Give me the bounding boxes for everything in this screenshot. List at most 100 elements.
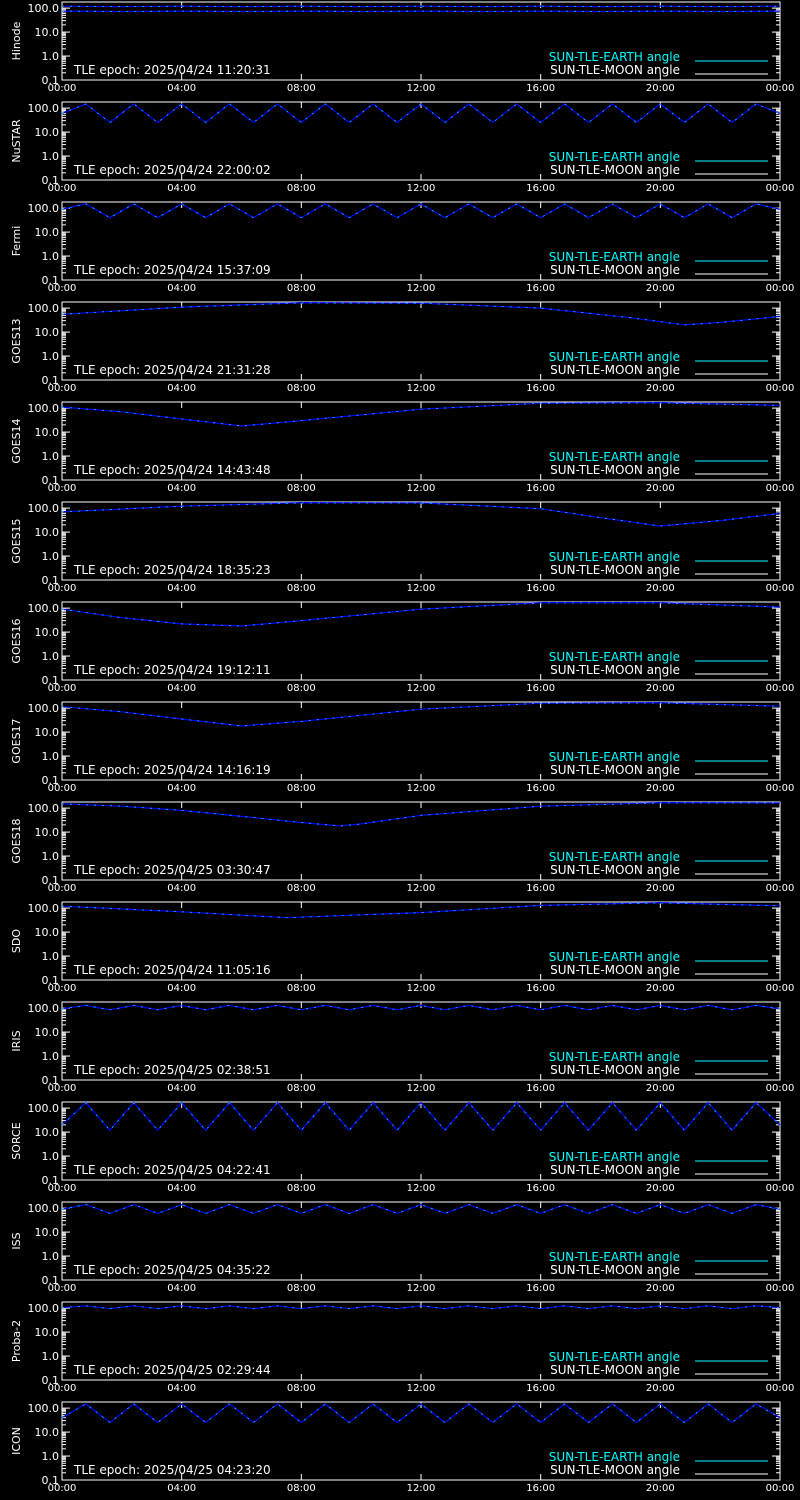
x-tick-label: 12:00 [407,883,436,894]
y-tick-label: 0.1 [42,74,60,87]
x-tick-label: 04:00 [167,1183,196,1194]
y-tick-label: 10.0 [35,1126,60,1139]
x-tick-label: 00:00 [766,1483,795,1494]
legend-earth-label: SUN-TLE-EARTH angle [549,150,680,164]
panel-goes18: 100.010.01.00.100:00 04:00 08:00 12:00 16:00… [10,801,794,894]
series-highlight [61,103,781,124]
legend-moon-label: SUN-TLE-MOON angle [550,1063,680,1077]
legend-earth-label: SUN-TLE-EARTH angle [549,1150,680,1164]
series-line [61,901,781,919]
x-tick-label: 00:00 [48,1483,77,1494]
x-tick-label: 00:00 [48,1183,77,1194]
y-tick-label: 100.0 [28,102,60,115]
x-tick-label: 12:00 [407,1383,436,1394]
legend-moon-label: SUN-TLE-MOON angle [550,63,680,77]
y-tick-label: 10.0 [35,826,60,839]
y-tick-label: 100.0 [28,1102,60,1115]
y-tick-label: 10.0 [35,526,60,539]
x-tick-label: 08:00 [287,1483,316,1494]
x-tick-label: 00:00 [48,683,77,694]
y-tick-label: 1.0 [42,250,60,263]
y-tick-label: 10.0 [35,926,60,939]
y-tick-label: 1.0 [42,1050,60,1063]
legend-moon-label: SUN-TLE-MOON angle [550,1263,680,1277]
legend-moon-label: SUN-TLE-MOON angle [550,563,680,577]
legend-moon-label: SUN-TLE-MOON angle [550,663,680,677]
satellite-label: SORCE [10,1122,23,1159]
y-tick-label: 0.1 [42,574,60,587]
x-tick-label: 00:00 [48,1383,77,1394]
y-tick-label: 10.0 [35,1326,60,1339]
tle-epoch-label: TLE epoch: 2025/04/25 04:35:22 [73,1263,271,1277]
x-tick-label: 16:00 [526,1083,555,1094]
series-highlight [61,1305,781,1310]
x-tick-label: 20:00 [646,283,675,294]
legend-earth-label: SUN-TLE-EARTH angle [549,350,680,364]
x-tick-label: 00:00 [48,783,77,794]
tle-epoch-label: TLE epoch: 2025/04/24 22:00:02 [73,163,271,177]
y-tick-label: 0.1 [42,774,60,787]
satellite-label: GOES17 [10,718,23,763]
x-tick-label: 20:00 [646,83,675,94]
legend-earth-label: SUN-TLE-EARTH angle [549,50,680,64]
legend-moon-label: SUN-TLE-MOON angle [550,763,680,777]
satellite-label: Proba-2 [10,1320,23,1362]
panel-goes17: 100.010.01.00.100:00 04:00 08:00 12:00 16:00… [10,701,794,794]
y-tick-label: 1.0 [42,750,60,763]
legend-earth-label: SUN-TLE-EARTH angle [549,550,680,564]
y-tick-label: 10.0 [35,426,60,439]
x-tick-label: 04:00 [167,683,196,694]
panel-sorce: 100.010.01.00.100:00 04:00 08:00 12:00 16:00… [10,1101,794,1194]
satellite-label: ICON [10,1427,23,1455]
x-tick-label: 20:00 [646,683,675,694]
satellite-label: GOES14 [10,418,23,463]
y-tick-label: 1.0 [42,350,60,363]
x-tick-label: 08:00 [287,83,316,94]
legend-earth-label: SUN-TLE-EARTH angle [549,650,680,664]
x-tick-label: 12:00 [407,1083,436,1094]
legend-moon-label: SUN-TLE-MOON angle [550,163,680,177]
legend-earth-label: SUN-TLE-EARTH angle [549,250,680,264]
x-tick-label: 20:00 [646,1483,675,1494]
tle-epoch-label: TLE epoch: 2025/04/24 18:35:23 [73,563,271,577]
x-tick-label: 00:00 [48,883,77,894]
x-tick-label: 16:00 [526,183,555,194]
series-highlight [61,602,781,627]
x-tick-label: 00:00 [48,383,77,394]
satellite-label: Fermi [10,226,23,257]
x-tick-label: 04:00 [167,483,196,494]
x-tick-label: 20:00 [646,383,675,394]
x-tick-label: 08:00 [287,183,316,194]
x-tick-label: 08:00 [287,1183,316,1194]
x-tick-label: 16:00 [526,783,555,794]
x-tick-label: 00:00 [766,1283,795,1294]
legend-moon-label: SUN-TLE-MOON angle [550,963,680,977]
x-tick-label: 12:00 [407,83,436,94]
series-line [61,203,781,219]
tle-epoch-label: TLE epoch: 2025/04/25 02:29:44 [73,1363,271,1377]
y-tick-label: 100.0 [28,302,60,315]
x-tick-label: 04:00 [167,783,196,794]
x-tick-label: 12:00 [407,283,436,294]
y-tick-label: 0.1 [42,1074,60,1087]
x-tick-label: 00:00 [48,1283,77,1294]
x-tick-label: 08:00 [287,483,316,494]
panel-iss: 100.010.01.00.100:00 04:00 08:00 12:00 16:00… [10,1201,795,1294]
x-tick-label: 00:00 [48,983,77,994]
x-tick-label: 00:00 [48,583,77,594]
y-tick-label: 1.0 [42,850,60,863]
x-tick-label: 12:00 [407,183,436,194]
x-tick-label: 08:00 [287,1083,316,1094]
x-tick-label: 16:00 [526,683,555,694]
x-tick-label: 04:00 [167,83,196,94]
y-tick-label: 0.1 [42,874,60,887]
satellite-label: IRIS [10,1030,23,1051]
y-tick-label: 0.1 [42,974,60,987]
series-highlight [61,802,780,827]
y-tick-label: 10.0 [35,226,60,239]
satellite-label: Hinode [10,21,23,60]
y-tick-label: 100.0 [28,402,60,415]
series-highlight [61,702,781,727]
x-tick-label: 16:00 [526,83,555,94]
